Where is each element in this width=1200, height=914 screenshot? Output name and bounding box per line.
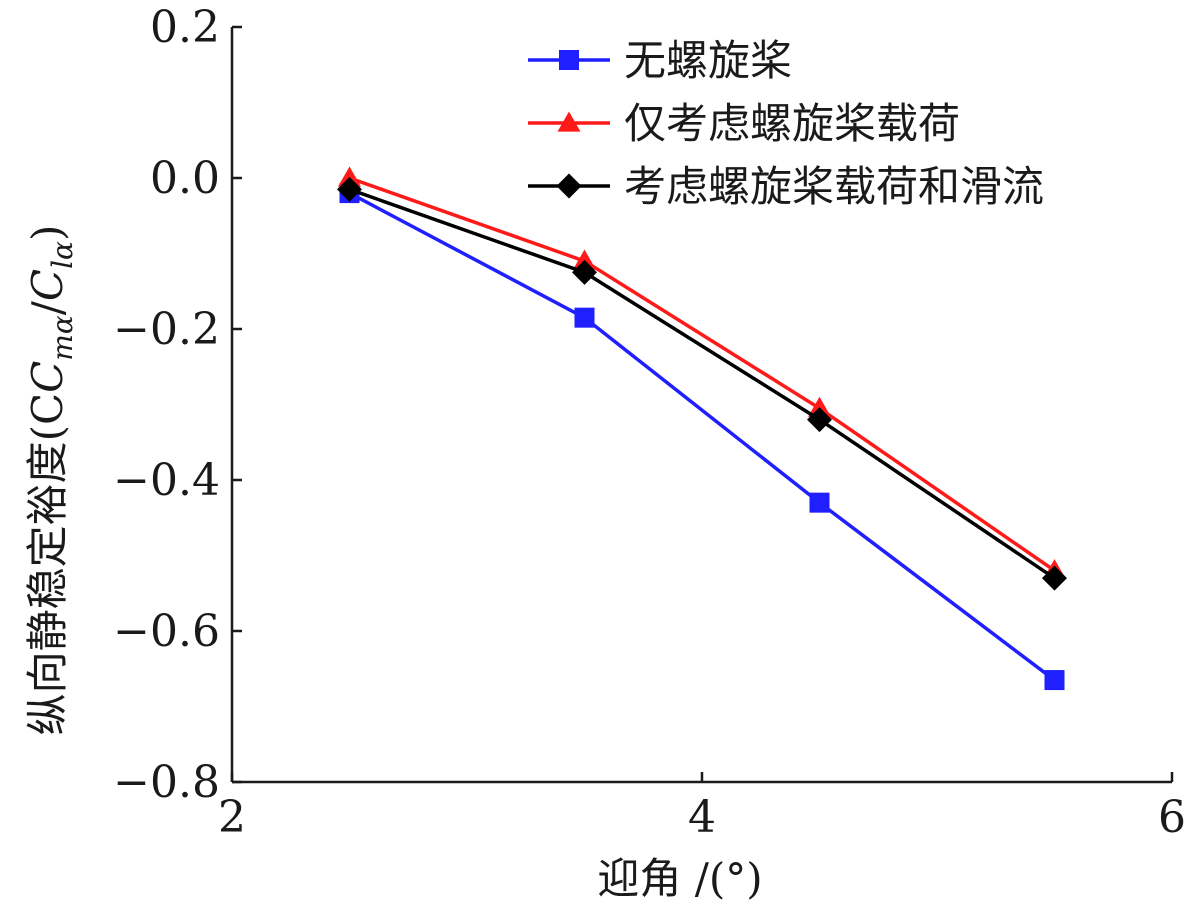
y-axis-title: 纵向静稳定裕度(CCmα/Clα) (23, 225, 79, 736)
series-triangle (338, 166, 1066, 580)
y-tick-label: −0.4 (113, 455, 220, 506)
legend-marker-square (559, 50, 579, 70)
data-point-diamond (1042, 565, 1067, 591)
legend-label: 仅考虑螺旋桨载荷 (624, 99, 960, 148)
data-point-square (809, 492, 830, 513)
x-tick-label: 4 (688, 792, 716, 843)
y-tick-label: −0.8 (113, 757, 220, 808)
y-tick-label: −0.2 (113, 304, 220, 355)
y-axis-title-close: ) (23, 225, 72, 241)
series-line-diamond (348, 187, 1056, 580)
y-axis-title-sub2: lα (46, 241, 79, 269)
y-tick-label: 0.0 (150, 153, 220, 204)
legend-entry: 考虑螺旋桨载荷和滑流 (528, 162, 1044, 211)
data-point-diamond (807, 407, 832, 433)
legend-marker-diamond (556, 173, 582, 199)
series-diamond (337, 176, 1067, 591)
y-axis-title-group: 纵向静稳定裕度(CCmα/Clα) (23, 225, 79, 736)
x-tick-label: 6 (1158, 792, 1186, 843)
legend-entry: 仅考虑螺旋桨载荷 (528, 99, 960, 148)
data-point-square (1044, 670, 1065, 691)
x-tick-label: 2 (218, 792, 246, 843)
y-axis-title-var1: C (23, 361, 72, 393)
y-tick-label: 0.2 (150, 2, 220, 53)
y-axis-title-sub1: mα (46, 315, 79, 361)
series-layer (337, 166, 1067, 691)
data-point-square (574, 307, 595, 328)
data-point-triangle (808, 396, 831, 417)
y-axis-ticks: 0.2 0.0 −0.2 −0.4 −0.6 −0.8 (113, 2, 242, 808)
data-point-triangle (338, 166, 361, 187)
data-point-triangle (573, 249, 596, 270)
y-axis-title-text: 纵向静稳定裕度(C (23, 393, 72, 736)
legend-marker-triangle (557, 111, 581, 132)
y-axis-title-slash: / (23, 300, 72, 315)
series-square (339, 183, 1065, 691)
series-line-square (348, 191, 1056, 682)
legend-entry: 无螺旋桨 (528, 36, 792, 85)
data-point-diamond (337, 176, 362, 202)
y-axis-title-var2: C (23, 269, 72, 301)
x-axis-ticks: 2 4 6 (218, 772, 1186, 843)
y-tick-label: −0.6 (113, 606, 220, 657)
series-line-triangle (348, 176, 1056, 573)
legend-label: 考虑螺旋桨载荷和滑流 (624, 162, 1044, 211)
legend-label: 无螺旋桨 (624, 36, 792, 85)
data-point-diamond (572, 259, 597, 285)
x-axis-title: 迎角 /(°) (597, 854, 762, 903)
